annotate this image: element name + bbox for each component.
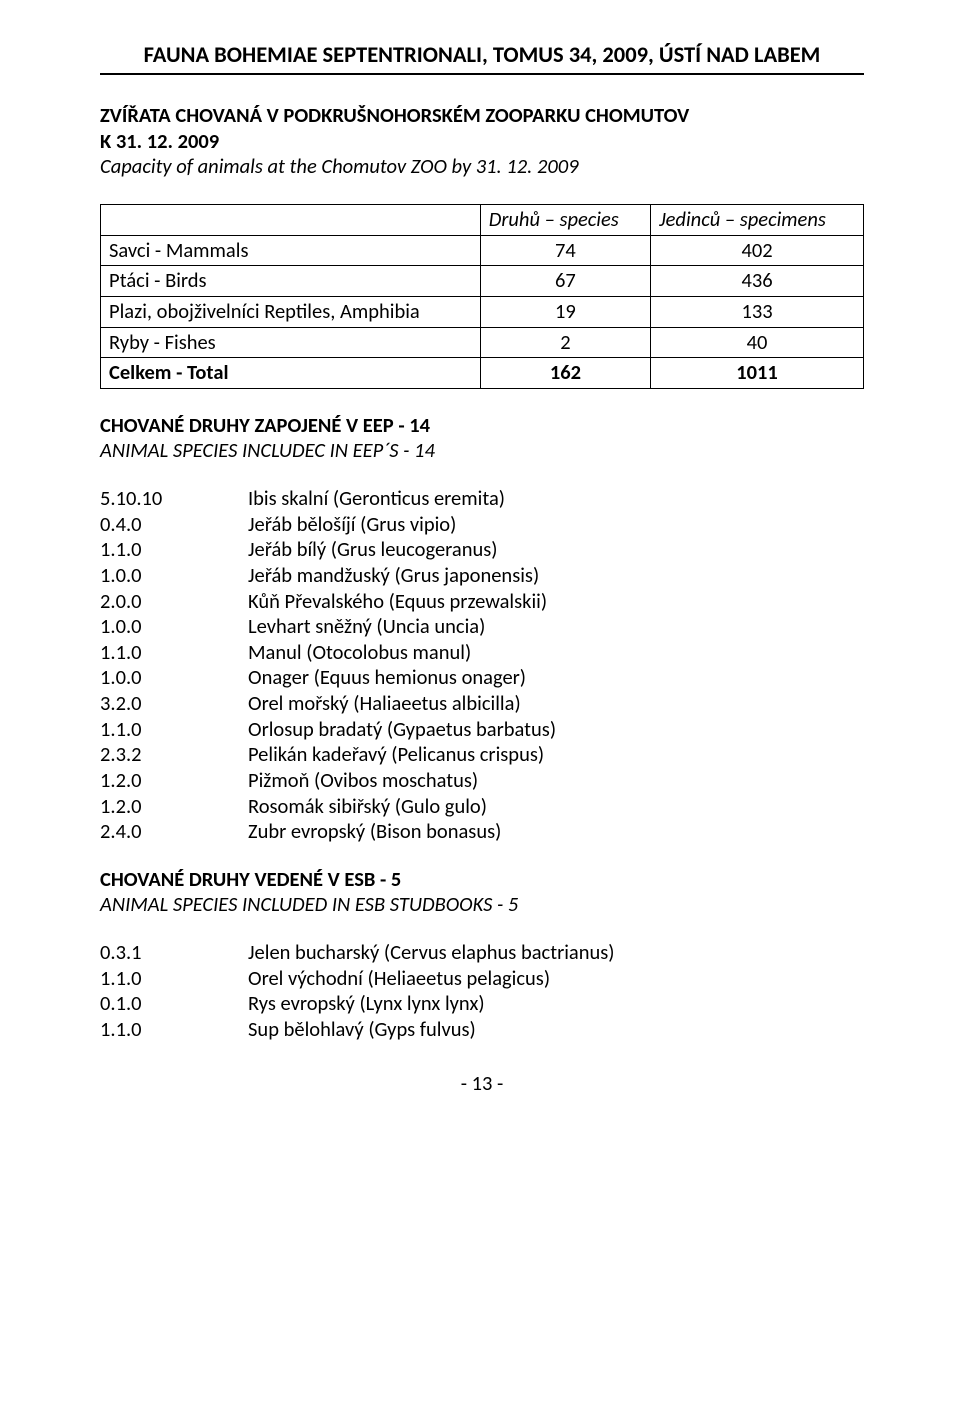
list-item: 1.0.0Levhart sněžný (Uncia uncia) (100, 614, 864, 640)
list-item-name: Manul (Otocolobus manul) (248, 640, 864, 666)
esb-block: CHOVANÉ DRUHY VEDENÉ V ESB - 5 ANIMAL SP… (100, 867, 864, 918)
list-item-code: 2.4.0 (100, 819, 248, 845)
eep-heading: CHOVANÉ DRUHY ZAPOJENÉ V EEP - 14 (100, 413, 864, 439)
table-cell-species: 162 (480, 358, 650, 389)
list-item-name: Jeřáb mandžuský (Grus japonensis) (248, 563, 864, 589)
page-number: - 13 - (100, 1071, 864, 1097)
list-item-name: Orlosup bradatý (Gypaetus barbatus) (248, 717, 864, 743)
list-item-code: 3.2.0 (100, 691, 248, 717)
table-row: Celkem - Total1621011 (101, 358, 864, 389)
list-item-code: 2.0.0 (100, 589, 248, 615)
list-item-name: Orel východní (Heliaeetus pelagicus) (248, 966, 864, 992)
list-item-code: 1.1.0 (100, 537, 248, 563)
list-item-name: Rys evropský (Lynx lynx lynx) (248, 991, 864, 1017)
list-item: 3.2.0Orel mořský (Haliaeetus albicilla) (100, 691, 864, 717)
list-item-name: Ibis skalní (Geronticus eremita) (248, 486, 864, 512)
table-cell-specimens: 436 (651, 266, 864, 297)
list-item: 1.1.0Orlosup bradatý (Gypaetus barbatus) (100, 717, 864, 743)
list-item: 1.1.0Orel východní (Heliaeetus pelagicus… (100, 966, 864, 992)
list-item-code: 1.2.0 (100, 794, 248, 820)
esb-heading: CHOVANÉ DRUHY VEDENÉ V ESB - 5 (100, 867, 864, 893)
list-item: 2.4.0Zubr evropský (Bison bonasus) (100, 819, 864, 845)
table-cell-label: Celkem - Total (101, 358, 481, 389)
list-item: 5.10.10Ibis skalní (Geronticus eremita) (100, 486, 864, 512)
list-item: 1.1.0Sup bělohlavý (Gyps fulvus) (100, 1017, 864, 1043)
list-item-code: 1.0.0 (100, 563, 248, 589)
list-item-code: 0.4.0 (100, 512, 248, 538)
table-cell-specimens: 133 (651, 296, 864, 327)
list-item: 0.4.0Jeřáb bělošíjí (Grus vipio) (100, 512, 864, 538)
list-item-code: 1.0.0 (100, 614, 248, 640)
table-header-specimens: Jedinců – specimens (651, 205, 864, 236)
list-item-name: Jeřáb bílý (Grus leucogeranus) (248, 537, 864, 563)
list-item-name: Jelen bucharský (Cervus elaphus bactrian… (248, 940, 864, 966)
intro-line-3: Capacity of animals at the Chomutov ZOO … (100, 154, 864, 180)
table-cell-specimens: 40 (651, 327, 864, 358)
list-item: 1.2.0Rosomák sibiřský (Gulo gulo) (100, 794, 864, 820)
table-row: Plazi, obojživelníci Reptiles, Amphibia1… (101, 296, 864, 327)
table-header-blank (101, 205, 481, 236)
list-item: 1.1.0Manul (Otocolobus manul) (100, 640, 864, 666)
list-item-name: Sup bělohlavý (Gyps fulvus) (248, 1017, 864, 1043)
list-item: 1.0.0Jeřáb mandžuský (Grus japonensis) (100, 563, 864, 589)
list-item-name: Levhart sněžný (Uncia uncia) (248, 614, 864, 640)
list-item-code: 1.0.0 (100, 665, 248, 691)
list-item-name: Onager (Equus hemionus onager) (248, 665, 864, 691)
list-item: 2.3.2Pelikán kadeřavý (Pelicanus crispus… (100, 742, 864, 768)
list-item: 2.0.0Kůň Převalského (Equus przewalskii) (100, 589, 864, 615)
eep-list: 5.10.10Ibis skalní (Geronticus eremita)0… (100, 486, 864, 845)
list-item-code: 1.1.0 (100, 717, 248, 743)
list-item-code: 2.3.2 (100, 742, 248, 768)
list-item: 0.3.1Jelen bucharský (Cervus elaphus bac… (100, 940, 864, 966)
list-item: 0.1.0Rys evropský (Lynx lynx lynx) (100, 991, 864, 1017)
table-cell-label: Savci - Mammals (101, 235, 481, 266)
list-item-name: Zubr evropský (Bison bonasus) (248, 819, 864, 845)
list-item-name: Orel mořský (Haliaeetus albicilla) (248, 691, 864, 717)
list-item-code: 1.1.0 (100, 640, 248, 666)
table-cell-species: 19 (480, 296, 650, 327)
table-cell-specimens: 1011 (651, 358, 864, 389)
list-item-code: 1.1.0 (100, 1017, 248, 1043)
list-item-code: 0.1.0 (100, 991, 248, 1017)
esb-list: 0.3.1Jelen bucharský (Cervus elaphus bac… (100, 940, 864, 1043)
list-item-code: 1.1.0 (100, 966, 248, 992)
eep-block: CHOVANÉ DRUHY ZAPOJENÉ V EEP - 14 ANIMAL… (100, 413, 864, 464)
table-cell-specimens: 402 (651, 235, 864, 266)
list-item-code: 5.10.10 (100, 486, 248, 512)
capacity-table: Druhů – species Jedinců – specimens Savc… (100, 204, 864, 389)
table-row: Ryby - Fishes240 (101, 327, 864, 358)
list-item: 1.0.0Onager (Equus hemionus onager) (100, 665, 864, 691)
esb-subheading: ANIMAL SPECIES INCLUDED IN ESB STUDBOOKS… (100, 892, 864, 918)
intro-block: ZVÍŘATA CHOVANÁ V PODKRUŠNOHORSKÉM ZOOPA… (100, 103, 864, 180)
table-cell-label: Ptáci - Birds (101, 266, 481, 297)
table-cell-species: 67 (480, 266, 650, 297)
table-row: Ptáci - Birds67436 (101, 266, 864, 297)
table-cell-species: 2 (480, 327, 650, 358)
table-cell-species: 74 (480, 235, 650, 266)
list-item-name: Pižmoň (Ovibos moschatus) (248, 768, 864, 794)
table-header-row: Druhů – species Jedinců – specimens (101, 205, 864, 236)
intro-line-2: K 31. 12. 2009 (100, 129, 864, 155)
list-item-code: 1.2.0 (100, 768, 248, 794)
list-item-name: Pelikán kadeřavý (Pelicanus crispus) (248, 742, 864, 768)
list-item-code: 0.3.1 (100, 940, 248, 966)
list-item: 1.2.0Pižmoň (Ovibos moschatus) (100, 768, 864, 794)
table-header-species: Druhů – species (480, 205, 650, 236)
table-row: Savci - Mammals74402 (101, 235, 864, 266)
list-item-name: Kůň Převalského (Equus przewalskii) (248, 589, 864, 615)
intro-line-1: ZVÍŘATA CHOVANÁ V PODKRUŠNOHORSKÉM ZOOPA… (100, 103, 864, 129)
list-item-name: Jeřáb bělošíjí (Grus vipio) (248, 512, 864, 538)
page-header-title: FAUNA BOHEMIAE SEPTENTRIONALI, TOMUS 34,… (100, 42, 864, 70)
table-cell-label: Ryby - Fishes (101, 327, 481, 358)
list-item: 1.1.0Jeřáb bílý (Grus leucogeranus) (100, 537, 864, 563)
eep-subheading: ANIMAL SPECIES INCLUDEC IN EEP´S - 14 (100, 438, 864, 464)
header-rule (100, 73, 864, 75)
table-cell-label: Plazi, obojživelníci Reptiles, Amphibia (101, 296, 481, 327)
list-item-name: Rosomák sibiřský (Gulo gulo) (248, 794, 864, 820)
